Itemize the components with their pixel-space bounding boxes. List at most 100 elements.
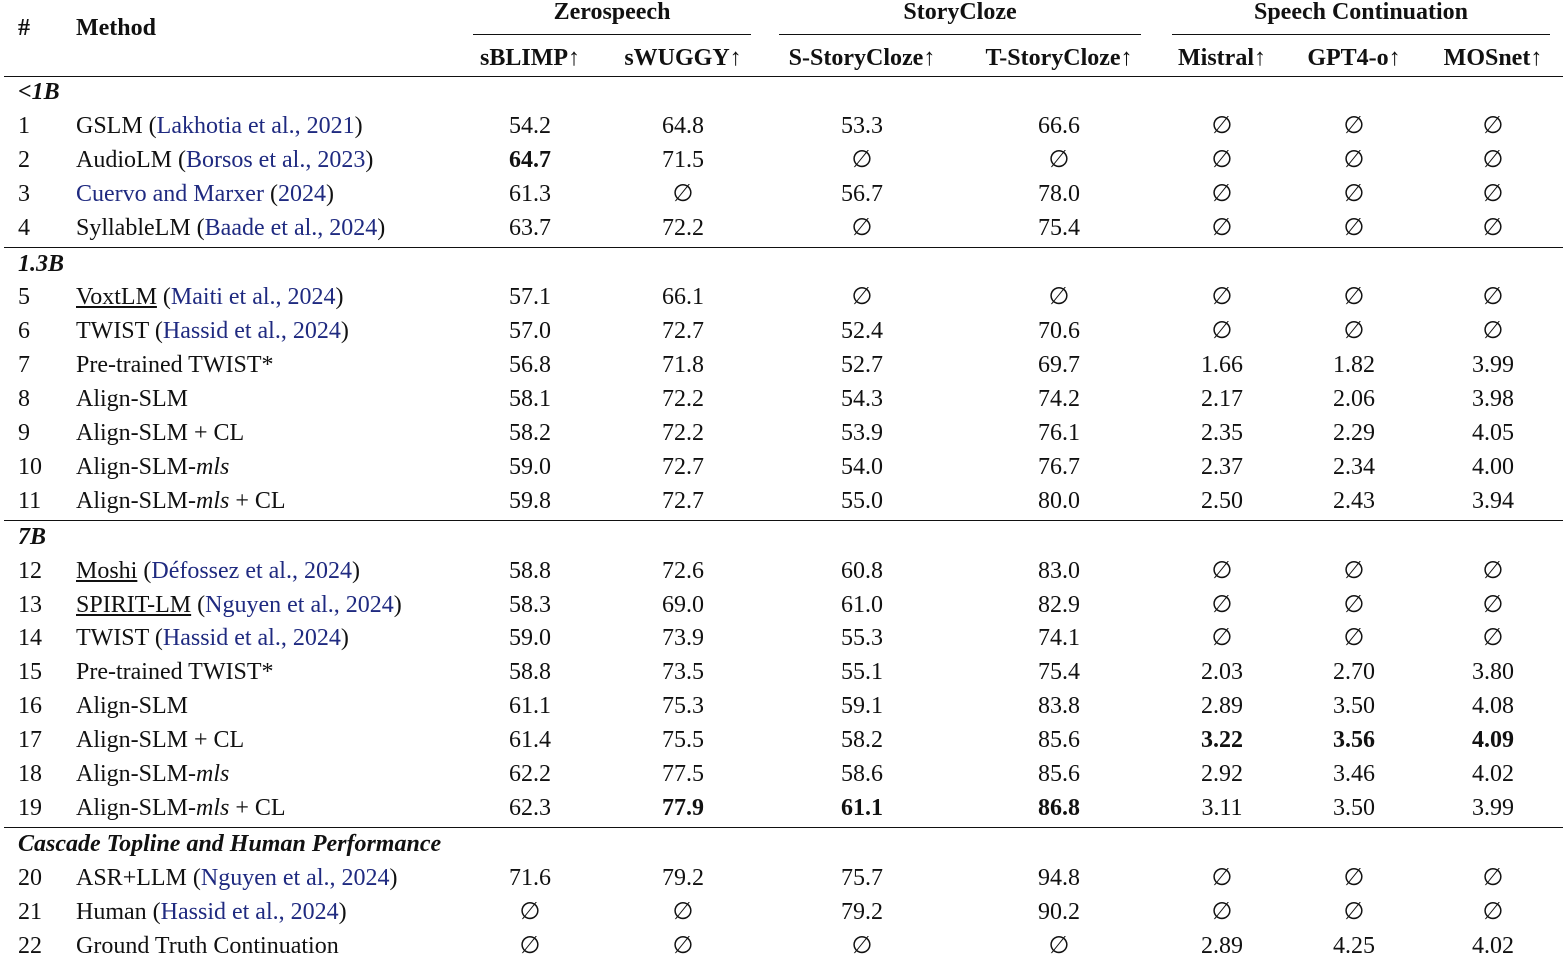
row-number: 6	[18, 318, 30, 345]
row-number: 21	[18, 898, 42, 925]
row-number: 19	[18, 794, 42, 821]
score: ∅	[1343, 864, 1365, 891]
group-title: StoryCloze	[903, 0, 1017, 25]
method-cell: Align-SLM + CL	[76, 418, 244, 448]
score: 55.0	[841, 487, 883, 514]
score: 59.0	[509, 625, 551, 652]
method-part: Moshi	[76, 557, 138, 584]
method-part: )	[393, 591, 402, 618]
score: 60.8	[841, 557, 883, 584]
score: ∅	[1482, 591, 1504, 618]
score: 52.4	[841, 318, 883, 345]
section-title: 7B	[18, 523, 47, 550]
score: 3.46	[1333, 761, 1375, 787]
score: ∅	[1211, 214, 1233, 241]
method-part: Défossez et al., 2024	[151, 557, 352, 584]
method-cell: ASR+LLM (Nguyen et al., 2024)	[76, 863, 398, 893]
score: 2.35	[1201, 420, 1243, 446]
score: 2.50	[1201, 487, 1243, 514]
header-number: #	[18, 15, 30, 41]
row-number: 13	[18, 591, 42, 618]
score: 82.9	[1038, 591, 1080, 618]
score: ∅	[1048, 932, 1070, 959]
score: 72.7	[662, 318, 704, 345]
column-header: Mistral↑	[1178, 45, 1266, 71]
score: 3.80	[1472, 659, 1514, 686]
score: ∅	[1048, 284, 1070, 311]
score: 59.1	[841, 693, 883, 720]
group-title: Zerospeech	[553, 0, 671, 25]
score: 79.2	[841, 898, 883, 925]
score: ∅	[1343, 146, 1365, 173]
score: 57.0	[509, 318, 551, 345]
score: 77.9	[662, 794, 704, 821]
method-part: Align-SLM-	[76, 761, 196, 787]
method-cell: Align-SLM	[76, 691, 188, 721]
method-cell: Human (Hassid et al., 2024)	[76, 897, 347, 927]
row-number: 17	[18, 727, 42, 754]
method-part: SyllableLM (	[76, 214, 205, 241]
method-part: Align-SLM + CL	[76, 420, 245, 446]
method-part: Borsos et al., 2023	[186, 146, 366, 173]
column-header: S-StoryCloze↑	[788, 45, 936, 71]
score: 2.29	[1333, 420, 1375, 446]
score: 53.3	[841, 112, 883, 139]
score: ∅	[1482, 864, 1504, 891]
method-part: mls	[196, 487, 230, 514]
method-cell: Ground Truth Continuation	[76, 931, 339, 961]
score: ∅	[1211, 180, 1233, 207]
score: ∅	[1211, 318, 1233, 345]
score: 85.6	[1038, 761, 1080, 787]
score: 75.4	[1038, 659, 1080, 686]
method-part: Align-SLM-	[76, 794, 196, 821]
score: 2.03	[1201, 659, 1243, 686]
score: 1.66	[1201, 352, 1243, 379]
method-part: (	[263, 180, 278, 207]
method-part: )	[325, 180, 334, 207]
row-number: 5	[18, 284, 30, 311]
score: 94.8	[1038, 864, 1080, 891]
row-number: 1	[18, 112, 30, 139]
method-part: )	[351, 557, 360, 584]
score: 4.02	[1472, 761, 1514, 787]
method-part: GSLM (	[76, 112, 157, 139]
score: ∅	[851, 284, 873, 311]
method-part: + CL	[229, 794, 286, 821]
score: 62.3	[509, 794, 551, 821]
section-title: Cascade Topline and Human Performance	[18, 830, 442, 857]
method-cell: VoxtLM (Maiti et al., 2024)	[76, 282, 344, 312]
score: 78.0	[1038, 180, 1080, 207]
score: 3.56	[1333, 727, 1375, 754]
method-cell: Align-SLM-mls + CL	[76, 486, 286, 516]
score: 83.8	[1038, 693, 1080, 720]
method-part: )	[365, 146, 374, 173]
method-part: mls	[196, 453, 230, 480]
score: 55.3	[841, 625, 883, 652]
score: ∅	[1211, 112, 1233, 139]
method-part: SPIRIT-LM	[76, 591, 192, 618]
method-part: Hassid et al., 2024	[160, 898, 339, 925]
row-number: 7	[18, 352, 30, 379]
score: 66.1	[662, 284, 704, 311]
score: 2.17	[1201, 386, 1243, 413]
method-cell: AudioLM (Borsos et al., 2023)	[76, 145, 373, 175]
score: ∅	[851, 932, 873, 959]
score: 2.70	[1333, 659, 1375, 686]
method-part: AudioLM (	[76, 146, 186, 173]
score: 4.02	[1472, 932, 1514, 959]
score: 72.2	[662, 214, 704, 241]
method-part: Nguyen et al., 2024	[200, 864, 390, 891]
score: ∅	[1482, 146, 1504, 173]
score: 72.2	[662, 386, 704, 413]
rule	[4, 519, 1563, 521]
method-part: Hassid et al., 2024	[162, 625, 341, 652]
method-part: Align-SLM-	[76, 487, 196, 514]
score: 75.3	[662, 693, 704, 720]
score: 4.00	[1472, 453, 1514, 480]
method-part: Align-SLM	[76, 693, 189, 720]
score: ∅	[1482, 625, 1504, 652]
method-part: Pre-trained TWIST*	[76, 352, 274, 379]
score: ∅	[1211, 284, 1233, 311]
method-part: ASR+LLM (	[76, 864, 201, 891]
rule	[1172, 34, 1550, 35]
